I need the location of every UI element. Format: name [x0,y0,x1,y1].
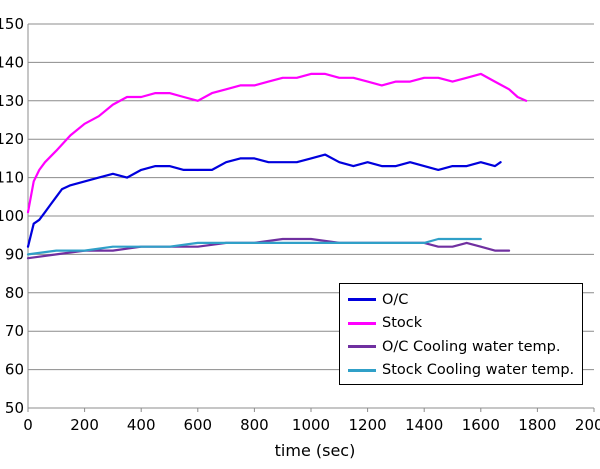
y-tick-label: 70 [5,322,24,340]
legend-label: O/C [382,291,409,308]
series-lines [26,72,528,260]
y-tick-label: 150 [0,15,24,33]
x-tick-label: 1800 [518,416,556,434]
x-tick-label: 800 [240,416,269,434]
y-tick-label: 80 [5,284,24,302]
y-tick-label: 90 [5,245,24,263]
x-tick-label: 2000 [575,416,600,434]
legend-item: O/C [348,288,582,312]
x-tick-label: 200 [70,416,99,434]
legend-item: Stock [348,312,582,336]
y-tick-label: 100 [0,207,24,225]
y-tick-label: 50 [5,399,24,417]
gridlines [28,23,594,409]
legend: O/C Stock O/C Cooling water temp. Stock Coo… [339,283,583,385]
legend-swatch [348,345,376,349]
y-tick-label: 110 [0,169,24,187]
x-tick-label: 1400 [405,416,443,434]
y-tick-label: 120 [0,130,24,148]
series-line-1 [26,153,502,248]
x-tick-label: 1200 [349,416,387,434]
axes [27,24,595,412]
legend-label: Stock [382,315,423,332]
x-tick-label: 0 [23,416,33,434]
legend-item: O/C Cooling water temp. [348,335,582,359]
y-tick-label: 140 [0,53,24,71]
x-tick-label: 600 [183,416,212,434]
y-tick-label: 60 [5,361,24,379]
series-line-2 [26,72,528,214]
y-tick-labels: 50 60 70 80 90 100 110 120 130 140 150 [0,15,24,417]
legend-label: O/C Cooling water temp. [382,338,561,355]
x-tick-label: 1000 [292,416,330,434]
series-line-3 [26,237,511,260]
legend-swatch [348,321,376,325]
x-tick-labels: 0 200 400 600 800 1000 1200 1400 1600 1800 2000 [23,416,600,434]
legend-item: Stock Cooling water temp. [348,359,582,383]
x-axis-label: time (sec) [275,441,356,460]
x-tick-label: 1600 [462,416,500,434]
x-tick-label: 400 [127,416,156,434]
legend-swatch [348,368,376,372]
legend-swatch [348,298,376,302]
series-line-4 [26,237,482,256]
legend-label: Stock Cooling water temp. [382,362,575,379]
y-tick-label: 130 [0,92,24,110]
